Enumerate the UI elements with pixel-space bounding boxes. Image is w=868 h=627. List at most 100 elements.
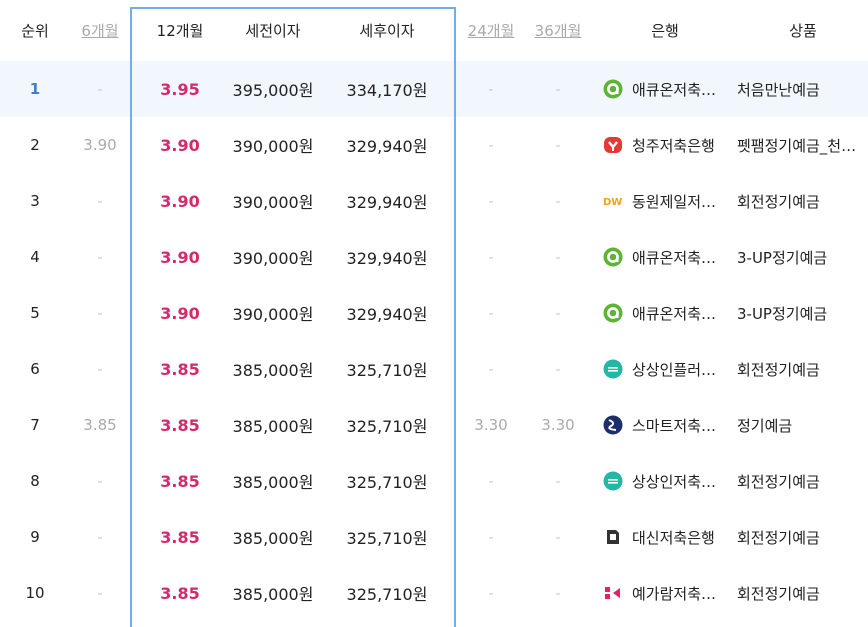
header-rank: 순위 [21, 22, 49, 40]
table-row[interactable]: 9 - 3.85 385,000원 325,710원 - - 대신저축은행 회전정기예금 [0, 509, 868, 565]
bank-name: 스마트저축… [632, 416, 717, 435]
table-row[interactable]: 6 - 3.85 385,000원 325,710원 - - 상상인플러… 회전정기예금 [0, 341, 868, 397]
header-pre-tax-interest: 세전이자 [245, 22, 301, 40]
header-6month-link[interactable]: 6개월 [81, 22, 119, 40]
bank-name: 대신저축은행 [632, 528, 715, 547]
bank-name: 예가람저축… [632, 584, 717, 603]
bank-cell[interactable]: 청주저축은행 [603, 117, 733, 173]
product-cell[interactable]: 정기예금 [737, 397, 868, 453]
table-row[interactable]: 4 - 3.90 390,000원 329,940원 - - 애큐온저축… 3-UP정기예금 [0, 229, 868, 285]
pre-tax-interest-cell: 385,000원 [232, 529, 314, 548]
header-24month-link[interactable]: 24개월 [467, 22, 515, 40]
table-row[interactable]: 2 3.90 3.90 390,000원 329,940원 - - 청주저축은행 펫팸정기예금_… [0, 117, 868, 173]
pre-tax-interest-cell: 385,000원 [232, 417, 314, 436]
bank-name: 청주저축은행 [632, 136, 715, 155]
pre-tax-interest-cell: 395,000원 [232, 81, 314, 100]
acuon-bank-logo-icon [603, 79, 623, 99]
table-row[interactable]: 7 3.85 3.85 385,000원 325,710원 3.30 3.30 스마트저축… 정… [0, 397, 868, 453]
rate-36month-cell: - [555, 136, 561, 154]
rate-6month-cell: - [97, 192, 103, 210]
product-cell[interactable]: 3-UP정기예금 [737, 285, 868, 341]
post-tax-interest-cell: 325,710원 [346, 529, 428, 548]
bank-cell[interactable]: 애큐온저축… [603, 229, 733, 285]
rate-36month-cell: - [555, 584, 561, 602]
pre-tax-interest-cell: 385,000원 [232, 585, 314, 604]
rate-24month-cell: 3.30 [474, 416, 508, 434]
cheongju-bank-logo-icon [603, 135, 623, 155]
bank-name: 동원제일저… [632, 192, 717, 211]
pre-tax-interest-cell: 390,000원 [232, 249, 314, 268]
yegaram-bank-logo-icon [603, 583, 623, 603]
rate-24month-cell: - [488, 472, 494, 490]
rate-36month-cell: - [555, 304, 561, 322]
table-row[interactable]: 5 - 3.90 390,000원 329,940원 - - 애큐온저축… 3-UP정기예금 [0, 285, 868, 341]
rank-cell: 4 [30, 248, 40, 266]
product-cell[interactable]: 회전정기예금 [737, 341, 868, 397]
rate-12month-cell: 3.85 [160, 583, 200, 603]
header-36month-link[interactable]: 36개월 [534, 22, 582, 40]
rate-6month-cell: - [97, 360, 103, 378]
pre-tax-interest-cell: 390,000원 [232, 305, 314, 324]
daishin-bank-logo-icon [603, 527, 623, 547]
table-row[interactable]: 8 - 3.85 385,000원 325,710원 - - 상상인저축… 회전정기예금 [0, 453, 868, 509]
bank-cell[interactable]: 대신저축은행 [603, 509, 733, 565]
rank-cell: 3 [30, 192, 40, 210]
post-tax-interest-cell: 325,710원 [346, 585, 428, 604]
header-12month: 12개월 [156, 22, 204, 40]
table-row[interactable]: 1 - 3.95 395,000원 334,170원 - - 애큐온저축… 처음만난예금 [0, 61, 868, 117]
rate-12month-cell: 3.85 [160, 415, 200, 435]
bank-cell[interactable]: 스마트저축… [603, 397, 733, 453]
rate-12month-cell: 3.85 [160, 471, 200, 491]
product-cell[interactable]: 회전정기예금 [737, 173, 868, 229]
rank-cell: 7 [30, 416, 40, 434]
dongwon-bank-logo-icon: DW [603, 191, 623, 211]
rate-24month-cell: - [488, 584, 494, 602]
bank-cell[interactable]: 예가람저축… [603, 565, 733, 621]
bank-name: 상상인플러… [632, 360, 717, 379]
product-cell[interactable]: 회전정기예금 [737, 565, 868, 621]
bank-name: 애큐온저축… [632, 304, 717, 323]
product-cell[interactable]: 회전정기예금 [737, 453, 868, 509]
rate-36month-cell: - [555, 192, 561, 210]
pre-tax-interest-cell: 385,000원 [232, 361, 314, 380]
rank-cell: 10 [25, 584, 45, 602]
post-tax-interest-cell: 329,940원 [346, 137, 428, 156]
rate-24month-cell: - [488, 80, 494, 98]
rate-6month-cell: - [97, 472, 103, 490]
table-row[interactable]: 3 - 3.90 390,000원 329,940원 - - DW 동원제일저… 회전정기예금 [0, 173, 868, 229]
rate-6month-cell: - [97, 80, 103, 98]
bank-name: 애큐온저축… [632, 248, 717, 267]
rate-6month-cell: - [97, 248, 103, 266]
table-row[interactable]: 10 - 3.85 385,000원 325,710원 - - 예가람저축… 회전정기예금 [0, 565, 868, 621]
bank-cell[interactable]: 상상인저축… [603, 453, 733, 509]
rate-12month-cell: 3.90 [160, 135, 200, 155]
rate-6month-cell: - [97, 584, 103, 602]
product-name: 펫팸정기예금_천… [737, 136, 857, 155]
post-tax-interest-cell: 329,940원 [346, 193, 428, 212]
pre-tax-interest-cell: 390,000원 [232, 193, 314, 212]
rate-24month-cell: - [488, 136, 494, 154]
product-name: 처음만난예금 [737, 80, 820, 99]
product-cell[interactable]: 펫팸정기예금_천… [737, 117, 868, 173]
product-cell[interactable]: 회전정기예금 [737, 509, 868, 565]
bank-cell[interactable]: DW 동원제일저… [603, 173, 733, 229]
bank-name: 애큐온저축… [632, 80, 717, 99]
rate-36month-cell: - [555, 528, 561, 546]
rate-12month-cell: 3.90 [160, 191, 200, 211]
smart-bank-logo-icon [603, 415, 623, 435]
bank-cell[interactable]: 애큐온저축… [603, 285, 733, 341]
rate-24month-cell: - [488, 304, 494, 322]
product-name: 회전정기예금 [737, 360, 820, 379]
rate-12month-cell: 3.85 [160, 359, 200, 379]
bank-cell[interactable]: 상상인플러… [603, 341, 733, 397]
bank-cell[interactable]: 애큐온저축… [603, 61, 733, 117]
product-cell[interactable]: 처음만난예금 [737, 61, 868, 117]
rate-36month-cell: 3.30 [541, 416, 575, 434]
product-name: 정기예금 [737, 416, 793, 435]
rank-cell: 1 [29, 80, 41, 98]
post-tax-interest-cell: 334,170원 [346, 81, 428, 100]
rate-24month-cell: - [488, 528, 494, 546]
rate-6month-cell: 3.90 [83, 136, 117, 154]
product-cell[interactable]: 3-UP정기예금 [737, 229, 868, 285]
product-name: 회전정기예금 [737, 472, 820, 491]
